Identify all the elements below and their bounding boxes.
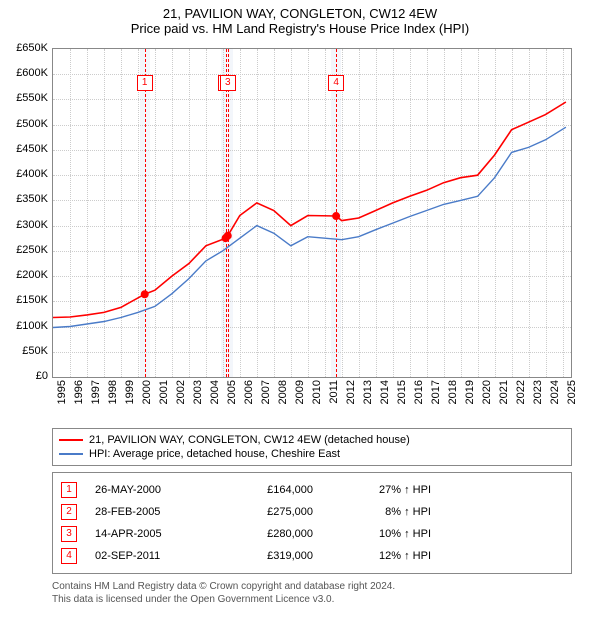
series-line bbox=[53, 127, 566, 327]
x-axis-label: 2023 bbox=[532, 380, 544, 420]
page-root: 21, PAVILION WAY, CONGLETON, CW12 4EW Pr… bbox=[0, 0, 600, 620]
event-row: 2 28-FEB-2005 £275,000 8% ↑ HPI bbox=[61, 501, 563, 523]
x-axis-label: 2021 bbox=[498, 380, 510, 420]
y-axis-label: £50K bbox=[4, 345, 48, 357]
event-pct: 12% ↑ HPI bbox=[331, 550, 431, 562]
y-axis-label: £150K bbox=[4, 294, 48, 306]
x-axis-label: 2018 bbox=[447, 380, 459, 420]
x-axis-label: 2010 bbox=[311, 380, 323, 420]
footer-attribution: Contains HM Land Registry data © Crown c… bbox=[52, 580, 572, 606]
event-price: £275,000 bbox=[223, 506, 313, 518]
event-number-box: 4 bbox=[61, 548, 77, 564]
x-axis-label: 2014 bbox=[379, 380, 391, 420]
chart-legend: 21, PAVILION WAY, CONGLETON, CW12 4EW (d… bbox=[52, 428, 572, 466]
x-axis-label: 2001 bbox=[158, 380, 170, 420]
y-axis-label: £0 bbox=[4, 370, 48, 382]
legend-item: 21, PAVILION WAY, CONGLETON, CW12 4EW (d… bbox=[59, 433, 565, 447]
x-axis-label: 2006 bbox=[243, 380, 255, 420]
footer-line-2: This data is licensed under the Open Gov… bbox=[52, 593, 572, 606]
x-axis-label: 2019 bbox=[464, 380, 476, 420]
price-events-table: 1 26-MAY-2000 £164,000 27% ↑ HPI 2 28-FEB-200… bbox=[52, 472, 572, 574]
x-axis-label: 2007 bbox=[260, 380, 272, 420]
footer-line-1: Contains HM Land Registry data © Crown c… bbox=[52, 580, 572, 593]
chart-plot-area: 1234 bbox=[52, 48, 572, 378]
event-pct: 8% ↑ HPI bbox=[331, 506, 431, 518]
event-number-box: 1 bbox=[61, 482, 77, 498]
x-axis-label: 1995 bbox=[56, 380, 68, 420]
x-axis-label: 2020 bbox=[481, 380, 493, 420]
y-axis-label: £350K bbox=[4, 193, 48, 205]
event-price: £280,000 bbox=[223, 528, 313, 540]
x-axis-label: 1998 bbox=[107, 380, 119, 420]
x-axis-label: 2017 bbox=[430, 380, 442, 420]
price-point-dot bbox=[141, 290, 149, 298]
legend-swatch bbox=[59, 453, 83, 455]
x-axis-label: 2009 bbox=[294, 380, 306, 420]
chart-svg bbox=[53, 49, 571, 377]
y-axis-label: £300K bbox=[4, 219, 48, 231]
x-axis-label: 1997 bbox=[90, 380, 102, 420]
event-date: 02-SEP-2011 bbox=[95, 550, 205, 562]
y-axis-label: £600K bbox=[4, 67, 48, 79]
x-axis-label: 1996 bbox=[73, 380, 85, 420]
x-axis-label: 2022 bbox=[515, 380, 527, 420]
event-date: 26-MAY-2000 bbox=[95, 484, 205, 496]
event-number-box: 3 bbox=[61, 526, 77, 542]
x-axis-label: 2004 bbox=[209, 380, 221, 420]
x-axis-label: 2005 bbox=[226, 380, 238, 420]
y-axis-label: £650K bbox=[4, 42, 48, 54]
x-axis-label: 1999 bbox=[124, 380, 136, 420]
event-row: 4 02-SEP-2011 £319,000 12% ↑ HPI bbox=[61, 545, 563, 567]
x-axis-label: 2013 bbox=[362, 380, 374, 420]
x-axis-label: 2000 bbox=[141, 380, 153, 420]
legend-item: HPI: Average price, detached house, Ches… bbox=[59, 447, 565, 461]
event-row: 1 26-MAY-2000 £164,000 27% ↑ HPI bbox=[61, 479, 563, 501]
x-axis-label: 2003 bbox=[192, 380, 204, 420]
legend-label: 21, PAVILION WAY, CONGLETON, CW12 4EW (d… bbox=[89, 434, 410, 446]
event-date: 14-APR-2005 bbox=[95, 528, 205, 540]
event-pct: 10% ↑ HPI bbox=[331, 528, 431, 540]
event-price: £319,000 bbox=[223, 550, 313, 562]
y-axis-label: £200K bbox=[4, 269, 48, 281]
legend-label: HPI: Average price, detached house, Ches… bbox=[89, 448, 340, 460]
x-axis-label: 2015 bbox=[396, 380, 408, 420]
series-line bbox=[53, 102, 566, 318]
y-axis-label: £400K bbox=[4, 168, 48, 180]
x-axis-label: 2011 bbox=[328, 380, 340, 420]
y-axis-label: £250K bbox=[4, 244, 48, 256]
x-axis-label: 2025 bbox=[566, 380, 578, 420]
event-number-box: 2 bbox=[61, 504, 77, 520]
x-axis-label: 2012 bbox=[345, 380, 357, 420]
event-price: £164,000 bbox=[223, 484, 313, 496]
x-axis-label: 2002 bbox=[175, 380, 187, 420]
y-axis-label: £100K bbox=[4, 320, 48, 332]
chart-title-line1: 21, PAVILION WAY, CONGLETON, CW12 4EW bbox=[0, 0, 600, 21]
y-axis-label: £450K bbox=[4, 143, 48, 155]
chart-title-line2: Price paid vs. HM Land Registry's House … bbox=[0, 21, 600, 40]
event-row: 3 14-APR-2005 £280,000 10% ↑ HPI bbox=[61, 523, 563, 545]
y-axis-label: £500K bbox=[4, 118, 48, 130]
x-axis-label: 2016 bbox=[413, 380, 425, 420]
legend-swatch bbox=[59, 439, 83, 441]
x-axis-label: 2008 bbox=[277, 380, 289, 420]
event-date: 28-FEB-2005 bbox=[95, 506, 205, 518]
x-axis-label: 2024 bbox=[549, 380, 561, 420]
price-point-dot bbox=[224, 232, 232, 240]
price-point-dot bbox=[332, 212, 340, 220]
y-axis-label: £550K bbox=[4, 92, 48, 104]
event-pct: 27% ↑ HPI bbox=[331, 484, 431, 496]
